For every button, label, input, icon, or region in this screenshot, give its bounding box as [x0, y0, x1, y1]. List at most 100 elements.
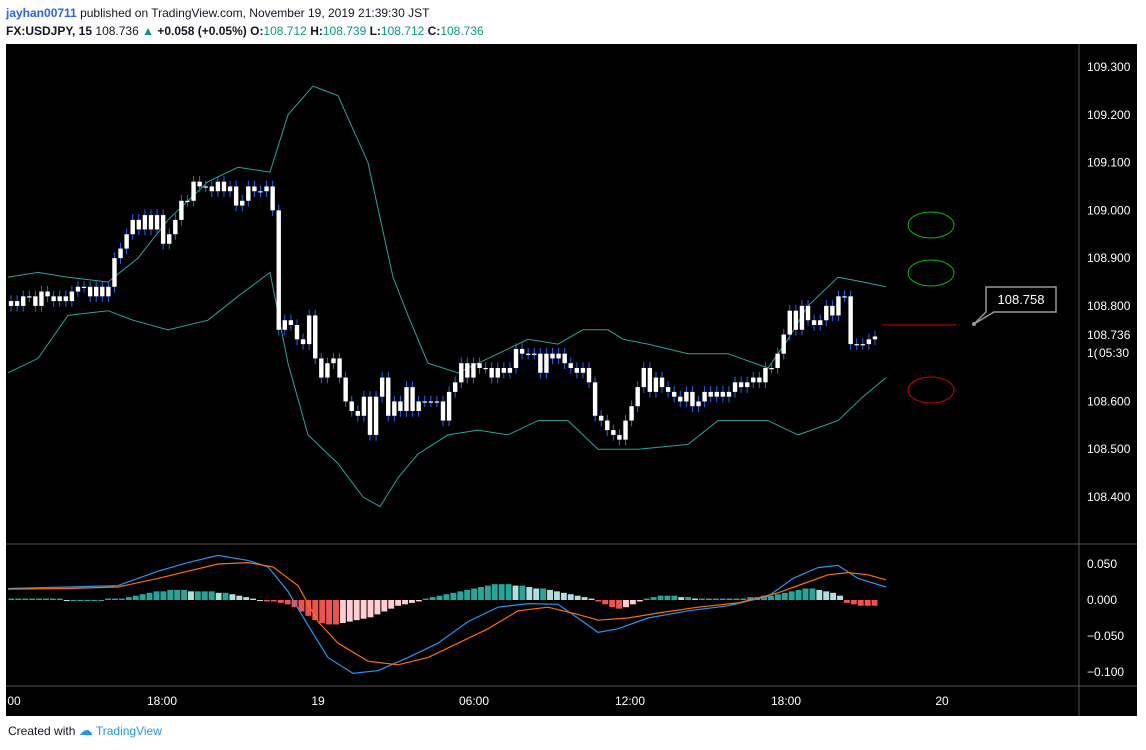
candle-body: [233, 186, 239, 206]
candle-body: [75, 286, 81, 292]
author-link[interactable]: jayhan00711: [6, 6, 77, 20]
candle-body: [842, 296, 847, 298]
candle-body: [532, 353, 537, 355]
candle-body: [331, 358, 336, 364]
macd-histogram-bar: [181, 589, 188, 600]
macd-histogram-bar: [333, 600, 339, 625]
candle-body: [203, 186, 208, 188]
candle-body: [142, 215, 148, 230]
candle-body: [440, 401, 446, 421]
macd-histogram-bar: [374, 600, 381, 615]
signal-line: [7, 561, 887, 666]
macd-histogram-bar: [657, 595, 664, 600]
tradingview-logo-icon: ☁: [78, 722, 93, 738]
macd-histogram-bar: [112, 598, 118, 600]
macd-histogram-bar: [160, 591, 167, 600]
macd-histogram-bar: [843, 600, 850, 603]
macd-histogram-bar: [326, 600, 333, 625]
macd-histogram-bar: [581, 597, 588, 600]
macd-histogram-bar: [809, 588, 816, 600]
macd-histogram-bar: [153, 591, 160, 600]
macd-histogram-bar: [443, 594, 450, 600]
close-value: 108.736: [440, 24, 484, 38]
candle-body: [100, 286, 105, 297]
ohlc-legend: FX:USDJPY, 15 108.736 ▲ +0.058 (+0.05%) …: [6, 24, 484, 38]
candle-body: [173, 219, 178, 235]
candle-body: [805, 305, 811, 321]
candle-body: [8, 301, 14, 306]
candle-body: [246, 186, 251, 201]
candle-body: [465, 363, 470, 378]
candle-body: [240, 200, 245, 206]
macd-histogram-bar: [685, 597, 692, 600]
macd-histogram-bar: [678, 597, 685, 600]
macd-histogram-bar: [671, 595, 678, 600]
candle-body: [556, 353, 561, 359]
macd-histogram-bar: [560, 592, 567, 600]
candle-body: [854, 344, 859, 346]
macd-histogram-bar: [36, 598, 43, 600]
green-ellipse-upper[interactable]: [907, 211, 955, 239]
candle-body: [872, 336, 878, 340]
price-tick-label: 109.200: [1087, 108, 1131, 122]
macd-axis[interactable]: 0.050 0.000 −0.050 −0.100: [1087, 557, 1124, 679]
macd-histogram-bar: [91, 600, 98, 601]
chart-canvas[interactable]: 108.758 109.300 109.200 109.100 109.000 108.…: [0, 0, 1146, 716]
time-tick-label: 18:00: [771, 694, 801, 708]
macd-histogram-bar: [526, 587, 533, 600]
macd-histogram-bar: [871, 600, 878, 606]
macd-histogram-bar: [540, 588, 547, 600]
macd-histogram-bar: [602, 600, 609, 605]
price-tick-label: 109.000: [1087, 203, 1131, 217]
macd-histogram-bar: [429, 597, 436, 600]
candle-body: [848, 296, 853, 345]
macd-histogram-bar: [270, 600, 277, 602]
macd-histogram-bar: [837, 595, 843, 600]
green-ellipse-lower[interactable]: [907, 259, 955, 287]
price-axis[interactable]: 109.300 109.200 109.100 109.000 108.900 108.8…: [1087, 60, 1131, 504]
tradingview-brand[interactable]: TradingView: [95, 724, 162, 738]
macd-histogram-bar: [698, 598, 705, 600]
symbol-label[interactable]: FX:USDJPY, 15: [6, 24, 93, 38]
candle-body: [258, 191, 263, 193]
time-axis[interactable]: 00 18:00 19 06:00 12:00 18:00 20: [7, 694, 949, 708]
macd-histogram-bar: [816, 589, 823, 600]
chart-background: [6, 44, 1137, 716]
candle-body: [738, 382, 744, 388]
macd-histogram-bar: [747, 597, 754, 600]
candle-body: [185, 200, 190, 202]
candle-body: [276, 210, 281, 330]
red-ellipse[interactable]: [907, 376, 955, 404]
candle-body: [167, 234, 172, 244]
macd-histogram-bar: [188, 591, 194, 600]
candle-body: [744, 382, 750, 388]
up-arrow-icon: ▲: [142, 24, 155, 38]
macd-histogram-bar: [98, 600, 105, 601]
macd-histogram-bar: [298, 600, 305, 612]
macd-histogram-bar: [395, 600, 402, 606]
macd-histogram-bar: [588, 598, 595, 600]
macd-histogram-bar: [574, 595, 581, 600]
candle-body: [33, 296, 38, 306]
price-callout[interactable]: 108.758: [972, 286, 1057, 326]
candle-body: [57, 296, 62, 302]
time-tick-label: 18:00: [147, 694, 177, 708]
macd-pane: [7, 554, 887, 675]
candle-body: [568, 363, 573, 368]
macd-tick-label: 0.050: [1087, 557, 1117, 571]
time-tick-label: 00: [7, 694, 21, 708]
candle-body: [562, 353, 567, 364]
published-text: published on TradingView.com, November 1…: [80, 6, 430, 20]
candle-body: [252, 186, 257, 192]
candle-body: [635, 387, 640, 407]
macd-histogram-bar: [595, 600, 602, 602]
candle-body: [306, 315, 312, 345]
candle-body: [866, 339, 872, 345]
candle-body: [629, 406, 634, 421]
macd-histogram-bar: [505, 584, 512, 600]
candle-body: [130, 219, 135, 235]
candle-body: [160, 215, 166, 244]
macd-line: [7, 554, 887, 675]
macd-histogram-bar: [436, 595, 443, 600]
macd-histogram-bar: [450, 592, 457, 600]
